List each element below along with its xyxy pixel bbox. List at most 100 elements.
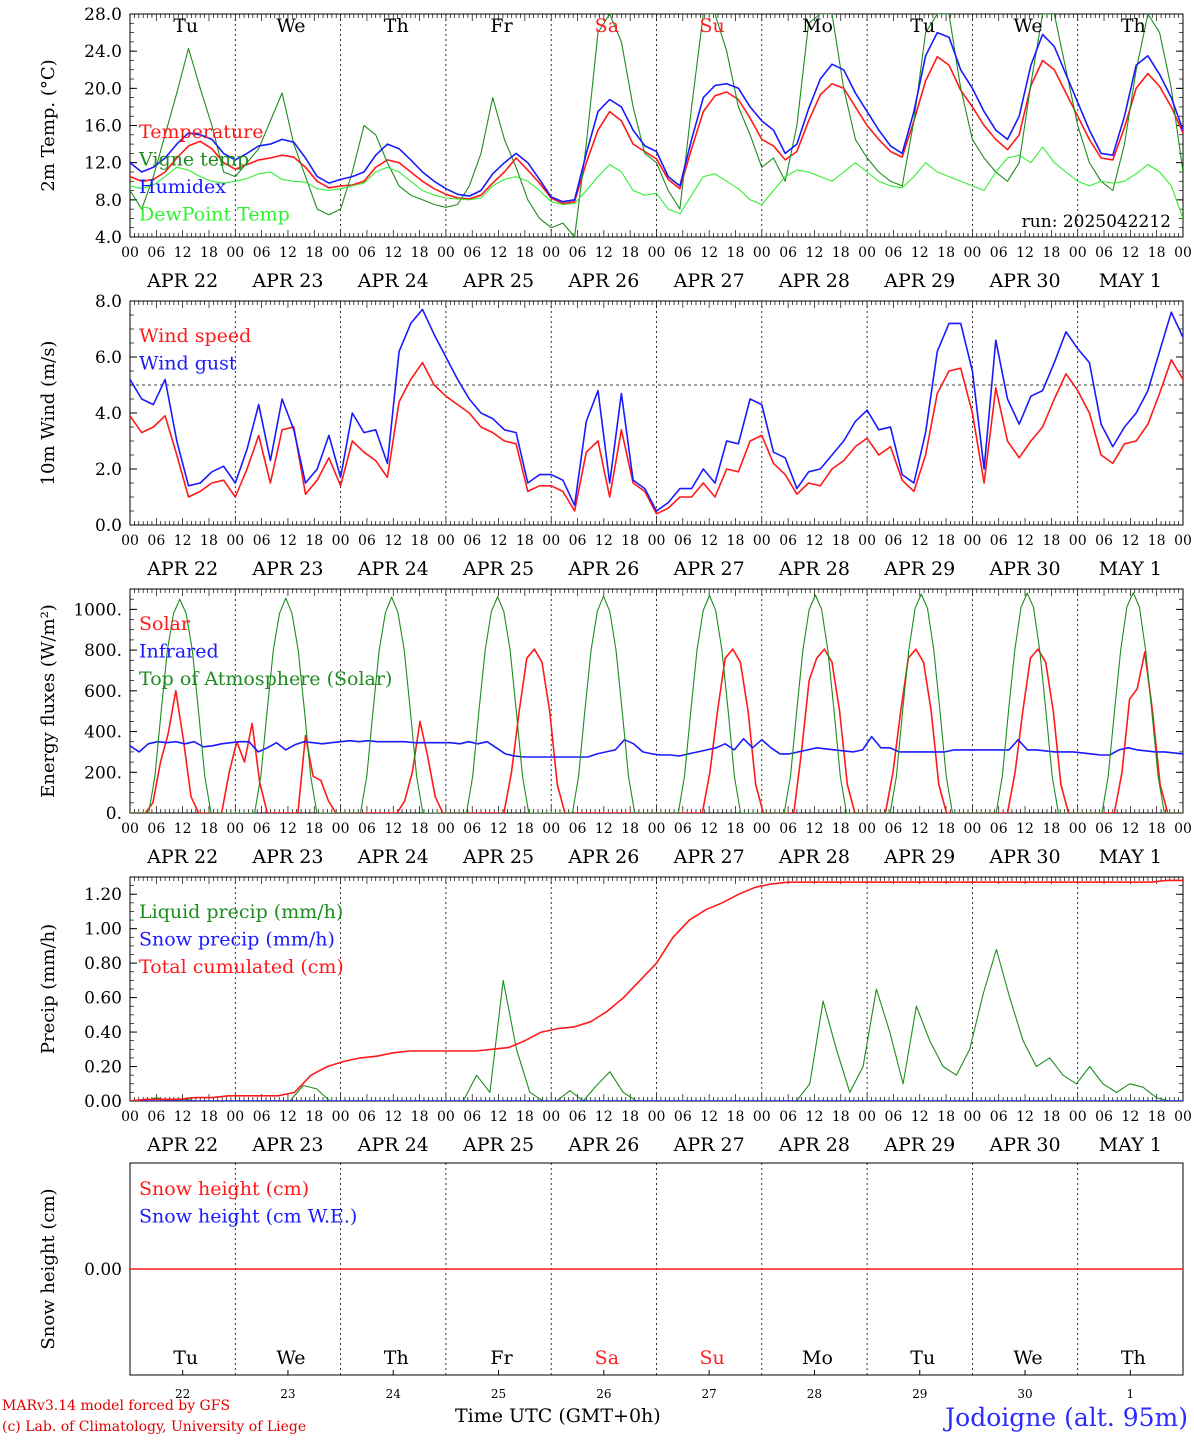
hour-tick-label: 12 [595,533,613,549]
hour-tick-label: 12 [806,245,824,261]
hour-tick-label: 00 [1174,1109,1192,1125]
weekday-label: We [1013,15,1042,37]
date-label: APR 27 [673,270,745,292]
hour-tick-label: 00 [648,245,666,261]
hour-tick-label: 00 [753,1109,771,1125]
series-group [130,308,1183,515]
y-axis-label: Energy fluxes (W/m²) [38,604,59,798]
day-number-label: 28 [807,1387,822,1401]
hour-tick-label: 18 [516,1109,534,1125]
hour-tick-label: 06 [569,1109,587,1125]
hour-tick-label: 06 [147,245,165,261]
weekday-label: Th [384,15,409,37]
hour-tick-label: 00 [121,245,139,261]
hour-tick-label: 00 [963,245,981,261]
hour-tick-label: 18 [516,821,534,837]
date-label: APR 29 [883,270,955,292]
date-label: APR 25 [462,846,534,868]
date-label: MAY 1 [1099,846,1162,868]
date-label: APR 26 [567,270,639,292]
hour-tick-label: 06 [885,1109,903,1125]
date-label: APR 28 [778,270,850,292]
hour-tick-label: 06 [569,245,587,261]
hour-tick-label: 06 [463,533,481,549]
hour-tick-label: 06 [1095,533,1113,549]
y-tick-label: 600. [84,682,122,702]
hour-tick-label: 12 [1121,821,1139,837]
day-number-label: 25 [491,1387,506,1401]
legend-entry: Vigne temp [138,149,249,171]
hour-tick-label: 18 [621,245,639,261]
y-tick-label: 24.0 [84,42,122,62]
hour-tick-label: 18 [621,1109,639,1125]
day-number-label: 22 [175,1387,190,1401]
date-label: APR 28 [778,558,850,580]
series-group [130,14,1183,237]
date-label: APR 30 [989,846,1061,868]
hour-tick-label: 06 [253,821,271,837]
hour-tick-label: 00 [858,821,876,837]
hour-tick-label: 06 [358,821,376,837]
day-number-label: 24 [386,1387,402,1401]
hour-tick-label: 00 [437,821,455,837]
weekday-label: We [276,1347,305,1369]
y-axis-label: 10m Wind (m/s) [38,341,59,486]
legend-entry: Infrared [139,641,219,663]
series-group [130,592,1183,813]
hour-tick-label: 18 [516,533,534,549]
hour-tick-label: 12 [1016,245,1034,261]
hour-tick-label: 06 [463,821,481,837]
date-label: APR 24 [357,558,429,580]
y-tick-label: 200. [84,763,122,783]
hour-tick-label: 06 [885,245,903,261]
panel-5 [129,1162,1184,1376]
hour-tick-label: 06 [1095,245,1113,261]
series-wind-gust [130,308,1183,512]
y-tick-label: 1000. [73,600,122,620]
hour-tick-label: 12 [490,1109,508,1125]
date-label: APR 23 [251,270,323,292]
date-label: APR 24 [357,270,429,292]
legend-entry: Temperature [139,121,263,143]
hour-tick-label: 12 [700,533,718,549]
day-number-label: 23 [280,1387,295,1401]
y-tick-label: 12.0 [84,154,122,174]
hour-tick-label: 18 [1042,245,1060,261]
weekday-label: Su [700,1347,725,1369]
date-label: APR 30 [989,558,1061,580]
date-label: APR 22 [146,846,218,868]
hour-tick-label: 06 [463,245,481,261]
hour-tick-label: 18 [937,1109,955,1125]
y-axis-label: Snow height (cm) [38,1188,59,1349]
y-tick-label: 1.20 [84,885,122,905]
hour-tick-label: 00 [226,1109,244,1125]
y-tick-label: 20.0 [84,79,122,99]
hour-tick-label: 00 [542,245,560,261]
hour-tick-label: 06 [990,1109,1008,1125]
hour-tick-label: 12 [806,1109,824,1125]
date-label: APR 27 [673,1134,745,1156]
weekday-label: Mo [802,15,833,37]
legend-entry: Humidex [139,176,226,198]
weekday-label: Su [700,15,725,37]
hour-tick-label: 12 [1121,533,1139,549]
hour-tick-label: 06 [674,821,692,837]
hour-tick-label: 12 [1016,1109,1034,1125]
y-tick-label: 0.20 [84,1058,122,1078]
y-tick-label: 0.00 [84,1092,122,1112]
date-label: APR 30 [989,1134,1061,1156]
hour-tick-label: 18 [1042,533,1060,549]
date-label: APR 22 [146,270,218,292]
weekday-label: Mo [802,1347,833,1369]
date-label: APR 27 [673,558,745,580]
hour-tick-label: 18 [621,533,639,549]
date-label: APR 29 [883,846,955,868]
date-label: MAY 1 [1099,270,1162,292]
hour-tick-label: 00 [226,245,244,261]
hour-tick-label: 12 [911,245,929,261]
y-tick-label: 0.40 [84,1023,122,1043]
date-label: MAY 1 [1099,558,1162,580]
hour-tick-label: 18 [411,1109,429,1125]
weekday-label: We [1013,1347,1042,1369]
y-tick-label: 800. [84,641,122,661]
